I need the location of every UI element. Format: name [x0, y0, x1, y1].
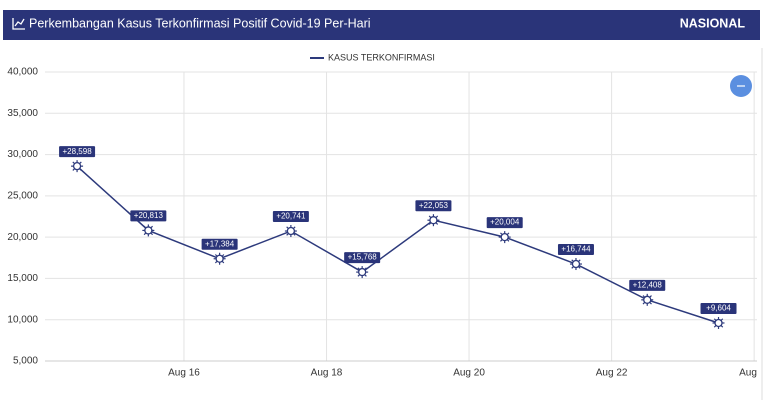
value-label-box — [700, 302, 737, 314]
value-label-box — [486, 217, 523, 229]
marker-core — [358, 267, 367, 277]
virus-marker — [427, 214, 440, 227]
value-label: +22,053 — [419, 201, 449, 210]
virus-marker — [569, 258, 582, 271]
value-label: +20,813 — [134, 211, 164, 220]
marker-core — [500, 232, 509, 242]
series-line — [76, 165, 719, 324]
marker-core — [215, 254, 224, 263]
value-label: +15,768 — [348, 253, 378, 262]
value-label-box — [59, 146, 96, 158]
chart-icon — [12, 18, 25, 30]
value-label-box — [629, 279, 666, 291]
x-tick-label: Aug 18 — [311, 368, 343, 379]
y-tick-label: 30,000 — [7, 149, 38, 160]
virus-marker — [641, 293, 654, 306]
chart-title: Perkembangan Kasus Terkonfirmasi Positif… — [29, 16, 371, 30]
y-tick-label: 35,000 — [7, 108, 38, 119]
y-tick-label: 20,000 — [7, 232, 38, 243]
virus-marker — [284, 225, 297, 238]
y-tick-label: 40,000 — [7, 67, 38, 78]
value-label: +20,741 — [276, 212, 306, 221]
value-label: +9,604 — [706, 304, 731, 313]
virus-marker — [712, 316, 725, 329]
virus-marker — [356, 266, 369, 279]
scope-label: NASIONAL — [680, 16, 746, 30]
x-tick-label: Aug 22 — [596, 368, 628, 379]
value-label-box — [272, 211, 309, 223]
value-label: +28,598 — [63, 147, 93, 156]
y-tick-label: 5,000 — [13, 356, 38, 367]
marker-core — [286, 226, 296, 236]
virus-marker — [71, 160, 84, 173]
value-label-box — [415, 200, 452, 212]
value-label-box — [557, 244, 594, 256]
y-tick-label: 10,000 — [7, 314, 38, 325]
legend-label: KASUS TERKONFIRMASI — [328, 52, 435, 62]
marker-core — [714, 318, 723, 328]
x-tick-label: Aug — [739, 368, 757, 379]
value-label-box — [344, 252, 381, 264]
x-tick-label: Aug 16 — [168, 368, 200, 379]
value-label: +17,384 — [205, 239, 235, 248]
value-label: +16,744 — [561, 245, 591, 254]
value-label-box — [201, 238, 238, 250]
marker-core — [144, 226, 153, 235]
marker-core — [429, 216, 438, 225]
x-tick-label: Aug 20 — [453, 368, 485, 379]
header-bar — [3, 10, 760, 40]
marker-core — [643, 295, 652, 304]
y-tick-label: 15,000 — [7, 273, 38, 284]
y-tick-label: 25,000 — [7, 190, 38, 201]
value-label-box — [130, 210, 167, 222]
value-label: +20,004 — [490, 218, 520, 227]
value-label: +12,408 — [633, 280, 663, 289]
virus-marker — [142, 224, 155, 237]
marker-core — [571, 259, 581, 269]
marker-core — [72, 161, 82, 171]
virus-marker — [498, 231, 511, 244]
virus-marker — [213, 252, 226, 265]
